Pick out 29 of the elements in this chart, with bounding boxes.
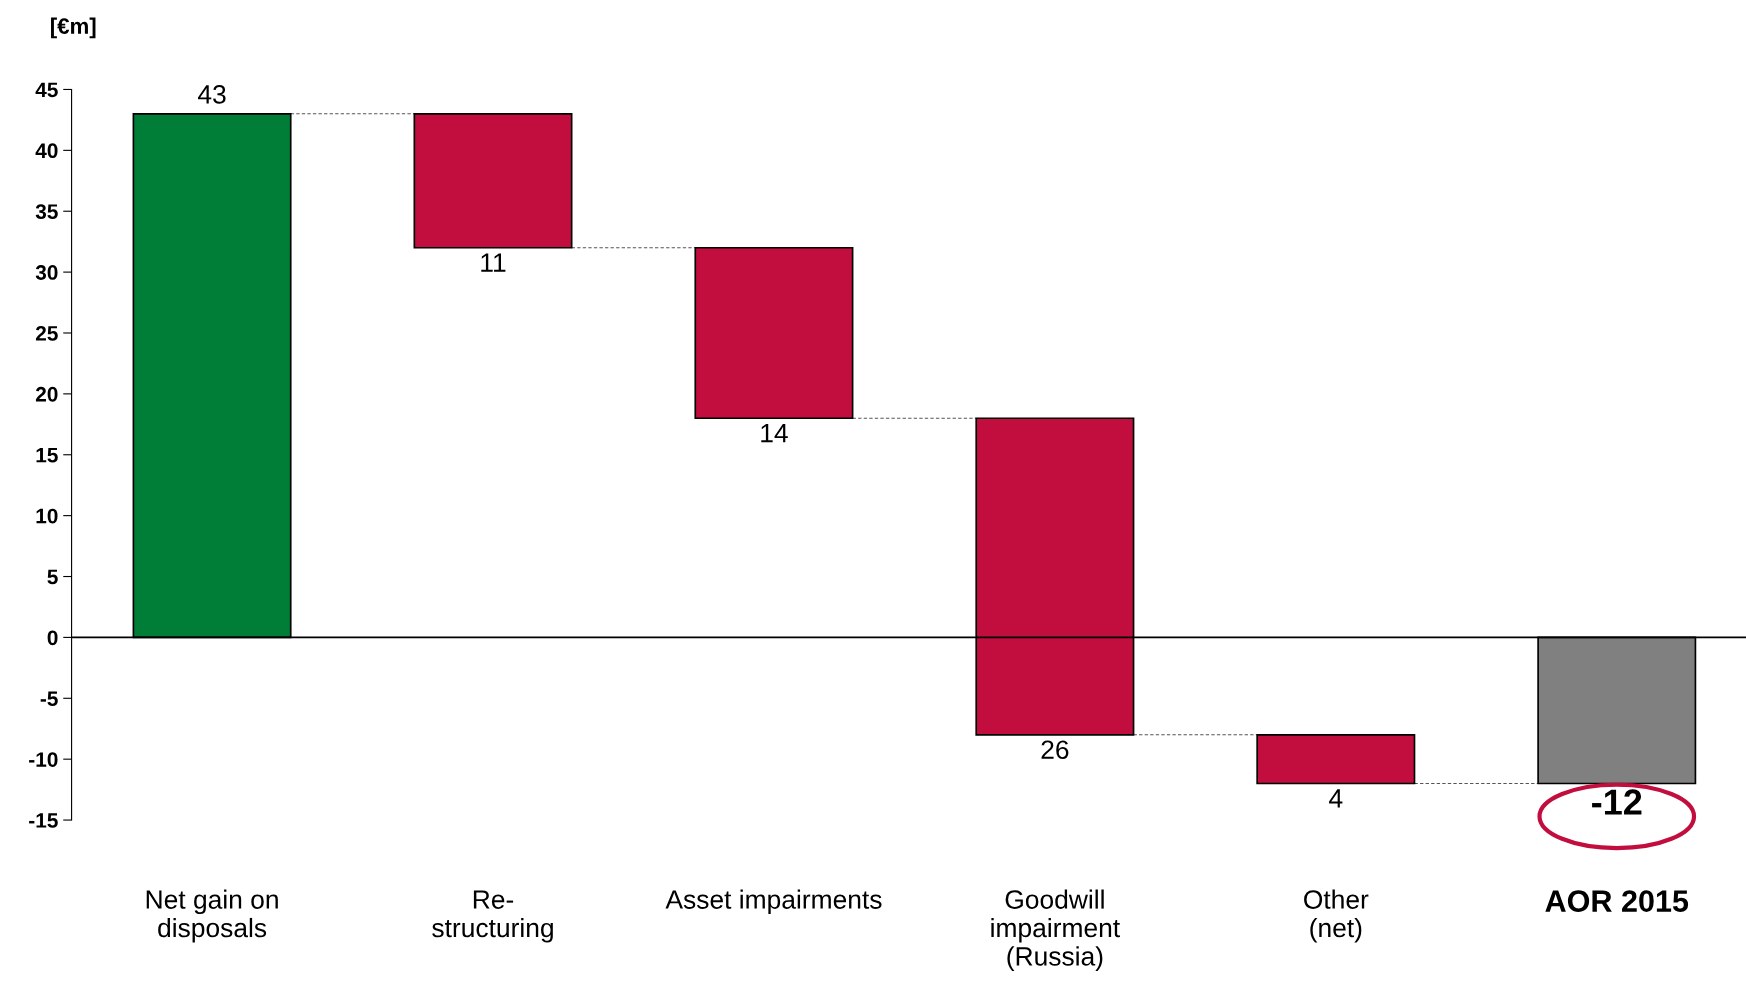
data-label: 43: [197, 85, 226, 104]
x-tick-label: Goodwill impairment (Russia): [991, 889, 1120, 971]
bar: [1256, 733, 1416, 785]
y-tick-label: -10: [29, 752, 58, 767]
data-label: 4: [1329, 789, 1343, 808]
y-tick-label: 20: [35, 386, 58, 402]
y-tick-label: 5: [47, 569, 58, 585]
y-tick-label: 30: [35, 265, 58, 280]
y-tick-label: 15: [36, 447, 58, 463]
y-axis-title: [€m]: [51, 17, 96, 39]
x-tick-label: Net gain on disposals: [146, 889, 278, 943]
bar: [413, 112, 573, 249]
x-tick-label: AOR 2015: [1545, 890, 1689, 912]
data-label: -12: [1592, 789, 1642, 815]
data-label: 11: [481, 253, 506, 272]
y-tick-label: 0: [47, 630, 58, 646]
y-tick-label: 35: [35, 204, 58, 220]
bar: [694, 246, 854, 420]
y-tick-label: 40: [35, 143, 58, 159]
y-tick-label: -5: [40, 691, 58, 707]
data-label: 26: [1041, 740, 1069, 760]
x-tick-label: Re- structuring: [432, 890, 553, 943]
y-tick-label: 45: [35, 82, 58, 98]
data-label: 14: [761, 424, 788, 443]
x-tick-label: Asset impairments: [665, 889, 882, 915]
y-tick-label: -15: [29, 813, 58, 828]
y-tick-label: 10: [36, 508, 58, 524]
x-tick-label: Other (net): [1304, 889, 1369, 943]
y-tick-label: 25: [35, 325, 58, 341]
